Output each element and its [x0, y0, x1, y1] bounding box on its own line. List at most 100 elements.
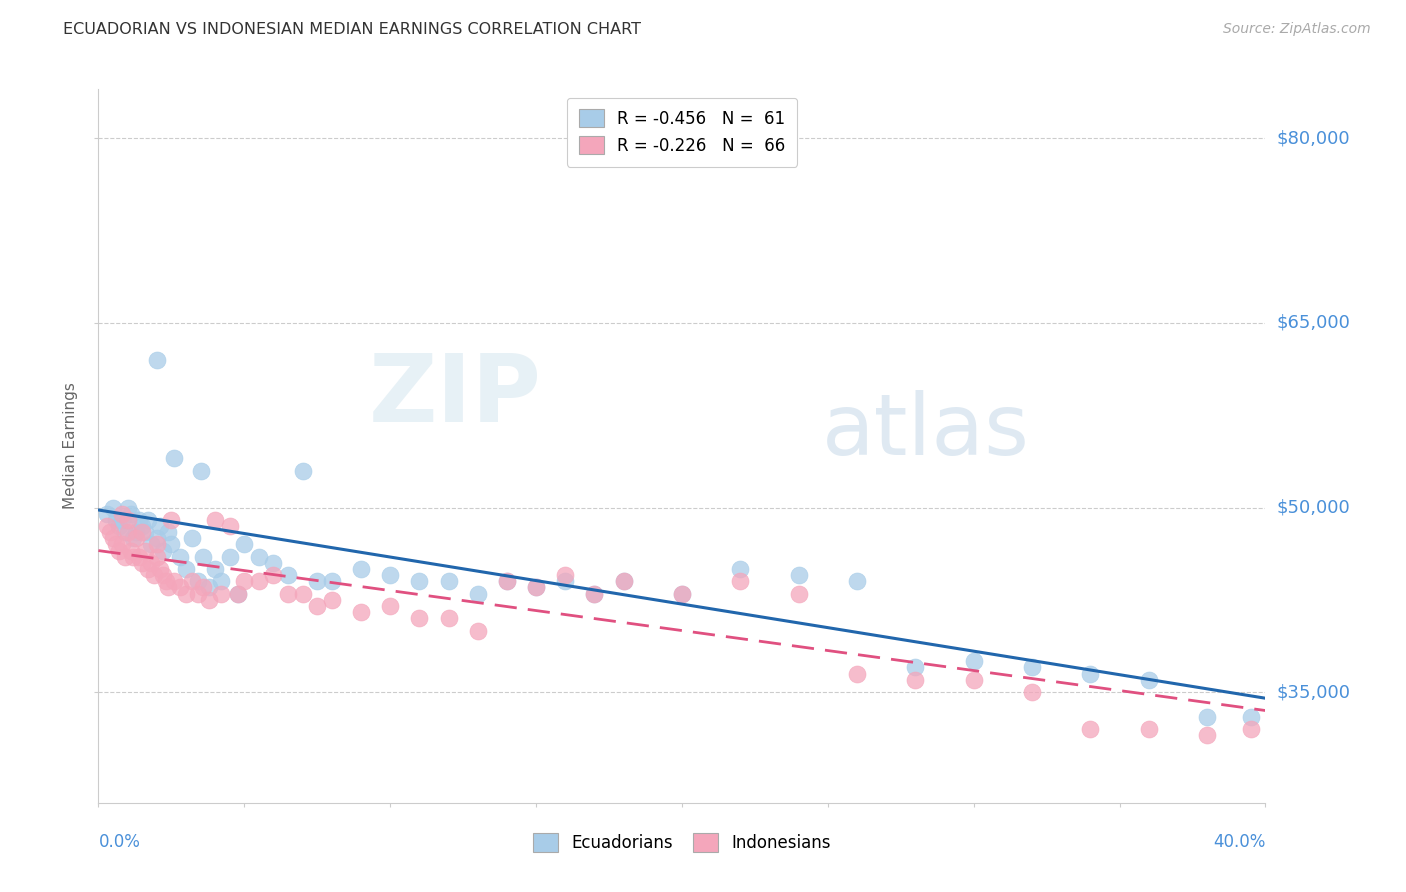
Point: [198, 592, 221, 607]
Legend: Ecuadorians, Indonesians: Ecuadorians, Indonesians: [526, 827, 838, 859]
Point: [962, 654, 984, 668]
Point: [554, 568, 576, 582]
Point: [904, 673, 927, 687]
Point: [583, 587, 606, 601]
Point: [128, 513, 150, 527]
Point: [187, 587, 209, 601]
Point: [845, 574, 868, 589]
Point: [467, 587, 489, 601]
Point: [169, 549, 191, 564]
Point: [155, 574, 177, 589]
Point: [671, 587, 693, 601]
Point: [117, 525, 139, 540]
Point: [122, 531, 145, 545]
Point: [228, 587, 250, 601]
Point: [111, 537, 134, 551]
Point: [307, 574, 329, 589]
Point: [114, 525, 136, 540]
Point: [136, 513, 159, 527]
Point: [728, 562, 751, 576]
Point: [209, 574, 232, 589]
Point: [612, 574, 634, 589]
Point: [117, 500, 139, 515]
Point: [228, 587, 250, 601]
Point: [104, 537, 127, 551]
Point: [101, 500, 124, 515]
Point: [152, 568, 174, 582]
Point: [114, 549, 136, 564]
Point: [671, 587, 693, 601]
Point: [787, 568, 810, 582]
Y-axis label: Median Earnings: Median Earnings: [63, 383, 79, 509]
Point: [904, 660, 927, 674]
Point: [291, 587, 314, 601]
Point: [277, 587, 299, 601]
Point: [180, 531, 202, 545]
Point: [408, 574, 430, 589]
Point: [204, 562, 226, 576]
Point: [209, 587, 232, 601]
Point: [134, 525, 156, 540]
Point: [321, 592, 343, 607]
Point: [193, 581, 215, 595]
Point: [120, 507, 142, 521]
Point: [131, 556, 153, 570]
Point: [146, 352, 169, 367]
Point: [350, 605, 373, 619]
Point: [307, 599, 329, 613]
Point: [845, 666, 868, 681]
Point: [495, 574, 517, 589]
Point: [160, 537, 183, 551]
Point: [146, 549, 169, 564]
Point: [262, 556, 284, 570]
Point: [495, 574, 517, 589]
Point: [174, 587, 197, 601]
Point: [152, 543, 174, 558]
Text: $65,000: $65,000: [1277, 314, 1350, 332]
Point: [120, 543, 142, 558]
Point: [193, 549, 215, 564]
Point: [1195, 709, 1218, 723]
Point: [111, 513, 134, 527]
Point: [350, 562, 373, 576]
Point: [125, 525, 148, 540]
Point: [149, 562, 172, 576]
Point: [128, 549, 150, 564]
Point: [277, 568, 299, 582]
Point: [1240, 722, 1263, 736]
Point: [104, 513, 127, 527]
Text: $80,000: $80,000: [1277, 129, 1350, 147]
Point: [437, 574, 460, 589]
Point: [204, 513, 226, 527]
Point: [163, 451, 186, 466]
Point: [117, 513, 139, 527]
Point: [1021, 660, 1043, 674]
Point: [149, 519, 172, 533]
Point: [125, 531, 148, 545]
Point: [174, 562, 197, 576]
Point: [408, 611, 430, 625]
Point: [262, 568, 284, 582]
Point: [96, 519, 118, 533]
Point: [583, 587, 606, 601]
Point: [96, 507, 118, 521]
Point: [111, 507, 134, 521]
Point: [1080, 666, 1102, 681]
Point: [131, 525, 153, 540]
Point: [554, 574, 576, 589]
Point: [157, 581, 180, 595]
Point: [787, 587, 810, 601]
Text: Source: ZipAtlas.com: Source: ZipAtlas.com: [1223, 22, 1371, 37]
Point: [1137, 673, 1160, 687]
Point: [321, 574, 343, 589]
Point: [108, 519, 131, 533]
Point: [378, 599, 402, 613]
Text: ZIP: ZIP: [368, 350, 541, 442]
Point: [1080, 722, 1102, 736]
Point: [187, 574, 209, 589]
Text: 0.0%: 0.0%: [98, 833, 141, 851]
Point: [247, 574, 270, 589]
Point: [136, 562, 159, 576]
Point: [247, 549, 270, 564]
Point: [146, 531, 169, 545]
